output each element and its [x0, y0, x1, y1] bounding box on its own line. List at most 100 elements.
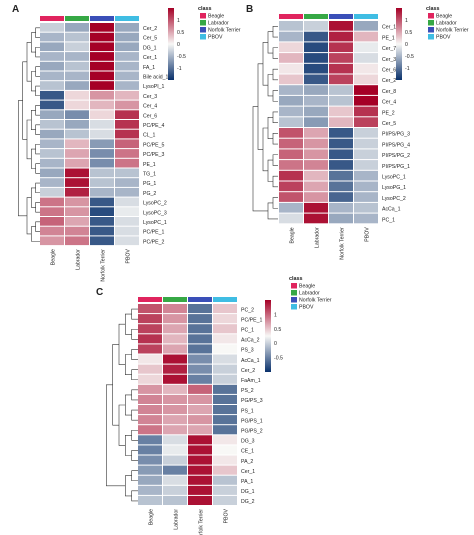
column-label: Labrador [174, 509, 180, 530]
color-scale-tick: 0 [274, 341, 277, 347]
heatmap-cell [213, 324, 237, 334]
heatmap-cell [304, 21, 328, 31]
row-label: LysoPI_1 [143, 84, 165, 90]
heatmap-cell [354, 181, 378, 192]
class-legend-swatch [291, 290, 297, 296]
color-scale-tick: 0 [405, 42, 408, 48]
heatmap-cell [65, 187, 89, 197]
dendrogram-branch [131, 490, 138, 502]
class-legend-swatch [428, 20, 434, 26]
heatmap-cell [163, 435, 187, 445]
heatmap-cell [304, 149, 328, 160]
heatmap-cell [213, 344, 237, 354]
dendrogram-branch [26, 197, 32, 235]
row-label: AcCa_1 [241, 358, 260, 364]
heatmap-cell [40, 149, 64, 158]
heatmap-cell [188, 475, 212, 485]
heatmap-cell [115, 32, 139, 42]
row-label: Cer_4 [382, 100, 396, 106]
heatmap-cell [138, 425, 162, 435]
heatmap-cell [279, 31, 303, 42]
dendrogram-branch [26, 119, 32, 160]
heatmap-cell [65, 120, 89, 129]
heatmap-cell [65, 61, 89, 71]
heatmap-cell [279, 192, 303, 202]
heatmap-cell [279, 149, 303, 160]
row-label: LysoPC_1 [143, 220, 167, 226]
heatmap-cell [138, 394, 162, 404]
heatmap-cell [329, 42, 353, 53]
dendrogram-branch [18, 100, 27, 217]
heatmap-cell [40, 207, 64, 216]
heatmap-cell [138, 384, 162, 394]
heatmap-cell [90, 81, 114, 90]
heatmap-cell [188, 304, 212, 314]
heatmap-cell [279, 213, 303, 224]
heatmap-cell [329, 21, 353, 31]
dendrogram-branch [131, 429, 138, 441]
heatmap-cell [213, 334, 237, 344]
color-scale-tick: 0.5 [177, 30, 184, 36]
row-label: Cer_3 [143, 94, 157, 100]
row-label: PC/PE_2 [143, 239, 164, 245]
heatmap-cell [163, 455, 187, 465]
heatmap-cell [40, 100, 64, 110]
class-legend-item: Norfolk Terrier [208, 28, 241, 34]
heatmap-cell [138, 364, 162, 374]
heatmap-cell [304, 192, 328, 202]
heatmap-cell [304, 85, 328, 95]
heatmap-cell [279, 63, 303, 74]
heatmap-cell [115, 236, 139, 246]
heatmap-cell [279, 85, 303, 95]
heatmap-cell [329, 128, 353, 138]
heatmap-cell [304, 42, 328, 53]
heatmap-cell [40, 217, 64, 226]
class-legend-swatch [200, 20, 206, 26]
heatmap-cell [115, 187, 139, 197]
row-label: LysoPC_1 [382, 175, 406, 181]
row-label: PE_2 [382, 110, 395, 116]
heatmap-cell [138, 354, 162, 364]
heatmap-cell [213, 384, 237, 394]
heatmap-cell [304, 202, 328, 213]
heatmap-cell [329, 117, 353, 127]
heatmap-cell [163, 304, 187, 314]
dendrogram-branch [112, 344, 119, 426]
dendrogram-branch [267, 117, 273, 139]
heatmap-cell [115, 100, 139, 110]
color-scale-tick: -1 [177, 66, 182, 72]
heatmap-cell [40, 42, 64, 52]
row-label: Cer_2 [241, 368, 255, 374]
heatmap-cell [304, 53, 328, 63]
dendrogram-branch [272, 133, 278, 145]
column-label: Labrador [76, 249, 82, 270]
row-label: Bile acid_1 [143, 74, 168, 80]
heatmap-cell [163, 485, 187, 495]
row-label: LysoPC_2 [382, 196, 406, 202]
row-label: PA_2 [241, 459, 253, 465]
heatmap-cell [115, 197, 139, 207]
heatmap-cell [188, 415, 212, 425]
heatmap-cell [90, 129, 114, 139]
heatmap-cell [304, 74, 328, 85]
dendrogram-branch [35, 85, 40, 97]
row-label: Cer_1 [143, 55, 157, 61]
heatmap-cell [90, 168, 114, 178]
heatmap-cell [329, 106, 353, 117]
dendrogram-branch [125, 435, 132, 456]
heatmap-cell [188, 384, 212, 394]
row-label: Cer_4 [143, 104, 157, 110]
heatmap-cell [40, 168, 64, 178]
heatmap-cell [115, 61, 139, 71]
heatmap-cell [354, 74, 378, 85]
color-scale-tick: 0.5 [274, 327, 281, 333]
color-scale-tick: -0.5 [405, 54, 414, 60]
row-label: Cer_6 [382, 68, 396, 74]
row-label: Cer_2 [143, 26, 157, 32]
class-legend-item: Labrador [299, 291, 320, 297]
color-scale-tick: 0.5 [405, 30, 412, 36]
dendrogram-branch [272, 47, 278, 59]
dendrogram-branch [272, 175, 278, 188]
class-legend-item: PBOV [208, 35, 223, 41]
heatmap-cell [65, 197, 89, 207]
